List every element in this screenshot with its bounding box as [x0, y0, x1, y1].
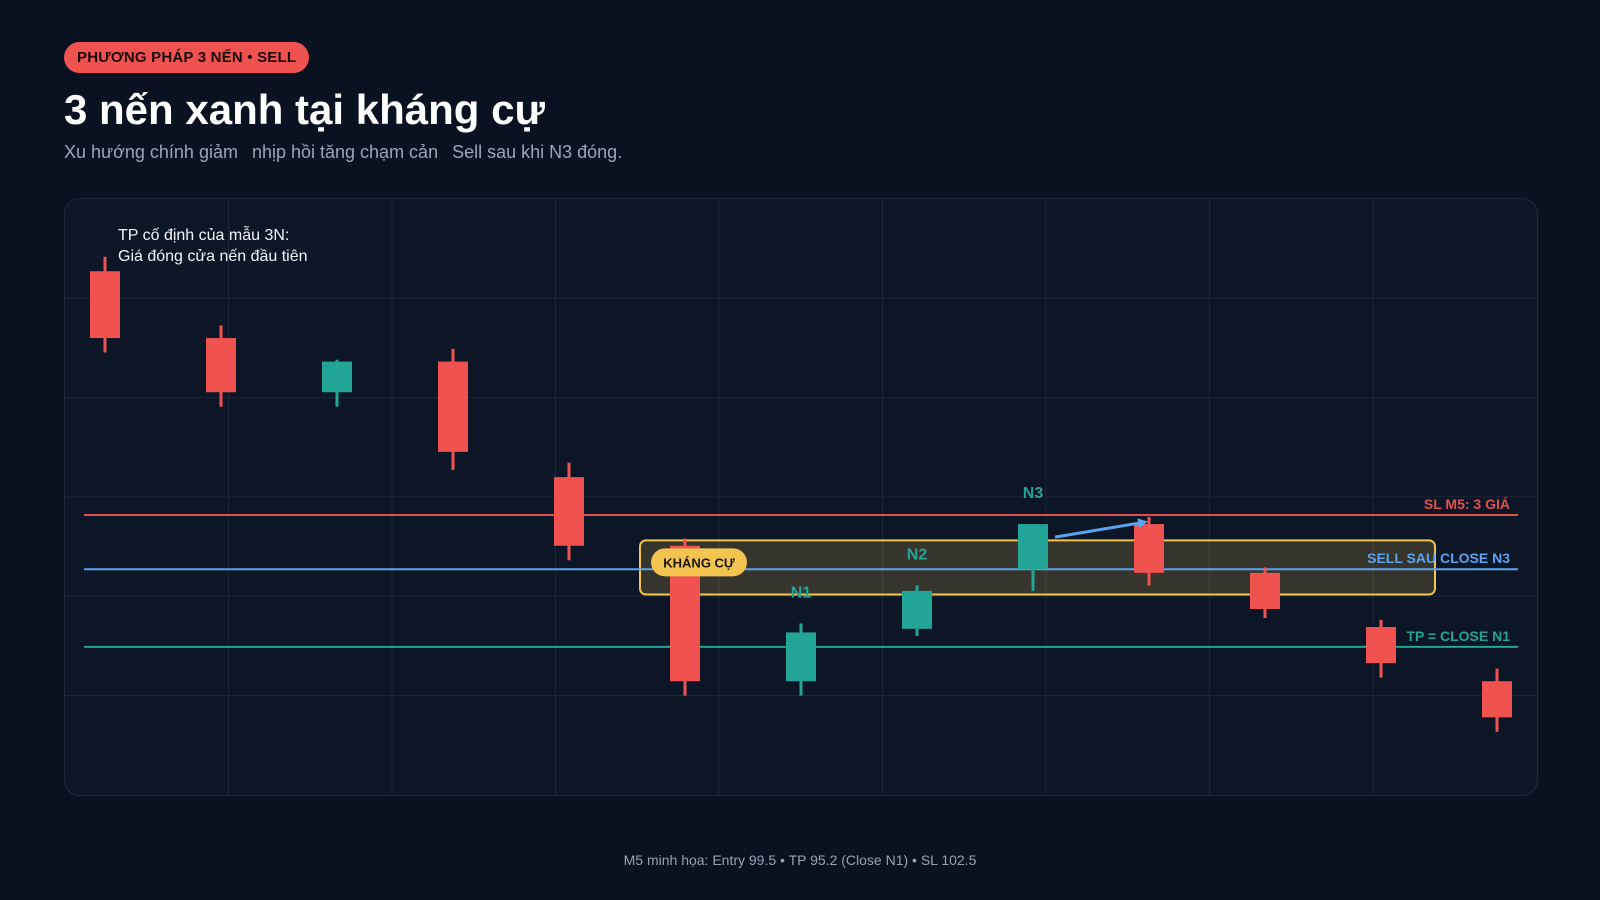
candle-body: [1366, 627, 1396, 664]
method-badge: PHƯƠNG PHÁP 3 NẾN • SELL: [64, 42, 310, 73]
candle-body: [90, 271, 120, 339]
candle-body: [438, 361, 468, 452]
tp-note-line1: TP cố định của mẫu 3N:: [118, 227, 290, 244]
candle-body: [322, 361, 352, 393]
entry-arrow: [1054, 518, 1148, 539]
candle-body: [1018, 524, 1048, 570]
candlestick-chart: SL M5: 3 GIÁ SELL SAU CLOSE N3 TP = CLOSE …: [65, 199, 1537, 795]
candle-body: [786, 632, 816, 682]
subtitle-part-pullback: nhịp hồi tăng chạm cản: [251, 142, 439, 162]
footer-note: M5 minh họa: Entry 99.5 • TP 95.2 (Close…: [623, 852, 977, 868]
candle-body: [554, 477, 584, 546]
page-title: 3 nến xanh tại kháng cự: [64, 86, 545, 133]
candle-body: [1250, 572, 1280, 609]
subtitle-part-trend: Xu hướng chính giảm: [64, 142, 238, 162]
chart-card: SL M5: 3 GIÁ SELL SAU CLOSE N3 TP = CLOSE …: [64, 198, 1538, 796]
tp-note: TP cố định của mẫu 3N: Giá đóng cửa nến …: [118, 225, 308, 267]
tp-level-label: TP = CLOSE N1: [1406, 628, 1510, 644]
page-subtitle: Xu hướng chính giảm nhịp hồi tăng chạm cả…: [64, 142, 636, 163]
sl-level-label: SL M5: 3 GIÁ: [1424, 496, 1510, 512]
tp-note-line2: Giá đóng cửa nến đầu tiên: [118, 248, 308, 265]
resistance-label-pill: [651, 548, 747, 577]
candle-body: [1482, 681, 1512, 718]
subtitle-part-entry: Sell sau khi N3 đóng.: [452, 142, 623, 162]
entry-level-label: SELL SAU CLOSE N3: [1367, 550, 1510, 566]
candle-label-n1: N1: [791, 584, 812, 601]
candle-label-n2: N2: [907, 546, 928, 563]
candle-body: [1134, 524, 1164, 573]
candle-body: [902, 590, 932, 629]
candle-body: [206, 338, 236, 393]
resistance-label: KHÁNG CỰ: [663, 555, 735, 570]
candle-label-n3: N3: [1023, 485, 1044, 502]
